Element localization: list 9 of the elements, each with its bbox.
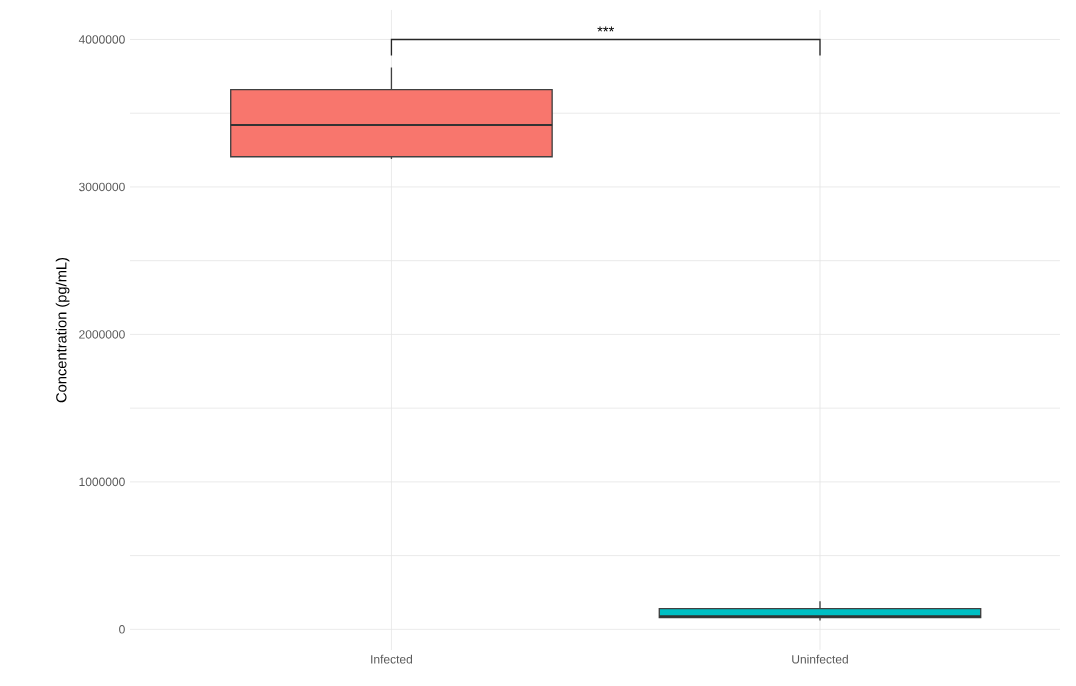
y-tick-label: 2000000 (79, 330, 125, 339)
annotation: *** (597, 26, 615, 32)
y-tick-label: 4000000 (78, 35, 125, 44)
x-tick-label: Infected (371, 654, 412, 664)
x-tick-label: Uninfected (792, 654, 848, 664)
y-tick-label: 1000000 (79, 477, 125, 487)
y-tick-label: 0 (119, 625, 125, 634)
y-tick-label: 3000000 (79, 182, 125, 192)
y-axis-title: Concentration (pg/mL) (55, 257, 70, 403)
